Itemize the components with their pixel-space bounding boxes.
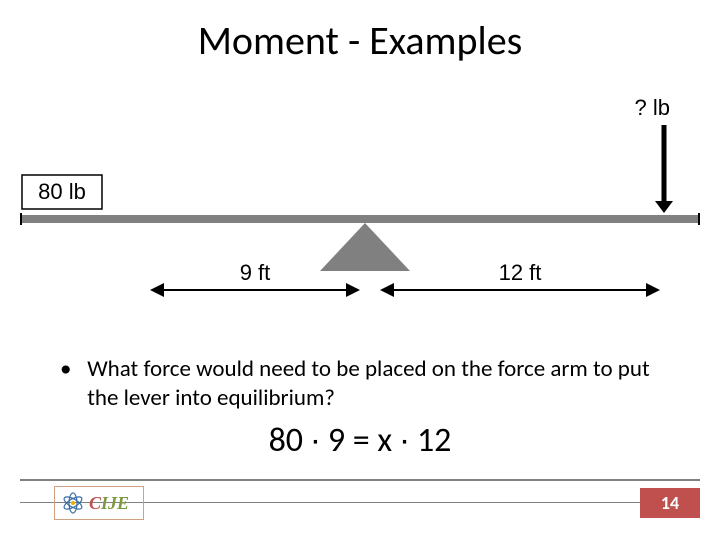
logo-ije: IJE [101,493,129,513]
equation-text: 80 ∙ 9 = x ∙ 12 [0,420,720,461]
atom-icon [61,491,85,515]
bullet-dot: • [60,355,82,383]
svg-text:80 lb: 80 lb [38,179,86,204]
logo-c: C [89,493,101,513]
page-number-badge: 14 [640,488,700,518]
bullet-point: • What force would need to be placed on … [60,355,680,413]
logo-text: CIJE [89,493,129,514]
svg-text:12 ft: 12 ft [499,260,542,285]
svg-text:9 ft: 9 ft [240,260,271,285]
bullet-text: What force would need to be placed on th… [87,355,667,413]
svg-text:? lb: ? lb [635,95,670,120]
slide-title: Moment - Examples [0,16,720,65]
lever-diagram: 80 lb ? lb 9 ft 12 ft [20,95,700,315]
slide-footer: CIJE 14 [20,479,700,520]
cije-logo: CIJE [54,486,144,520]
footer-rule-thick [20,479,700,481]
